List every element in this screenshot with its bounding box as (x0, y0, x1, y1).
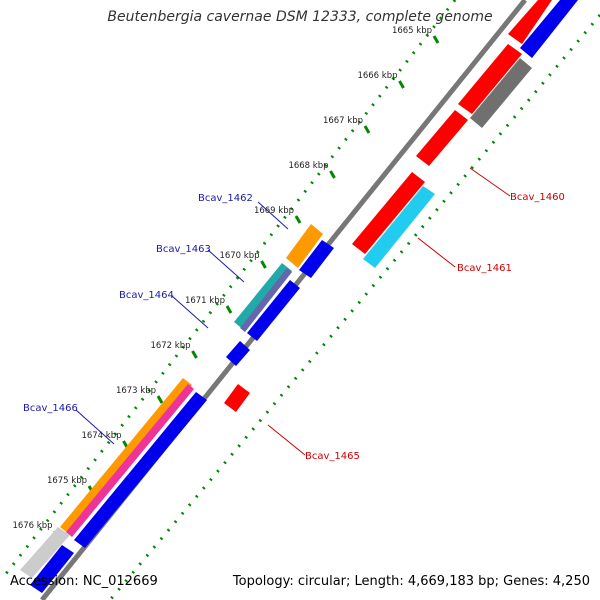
tick-label: 1675 kbp (47, 476, 87, 486)
gene-blue-bcav-1464[interactable] (247, 280, 300, 341)
tick-label: 1665 kbp (392, 26, 432, 36)
gene-label-bcav-1466[interactable]: Bcav_1466 (23, 403, 78, 414)
gene-blue-long[interactable] (74, 392, 207, 548)
forward-genes (20, 224, 334, 593)
gene-grey-thin[interactable] (240, 268, 292, 332)
inner-tick-ruler (108, 14, 600, 600)
gene-red-bcav-1460[interactable] (352, 172, 425, 254)
gene-magenta[interactable] (66, 384, 194, 537)
tick-mark (432, 35, 440, 44)
gene-blue-bottom[interactable] (30, 545, 74, 593)
tick-label: 1670 kbp (219, 251, 259, 261)
gene-teal-bcav-1463[interactable] (234, 263, 292, 330)
tick-label: 1673 kbp (116, 386, 156, 396)
tick-label: 1668 kbp (288, 161, 328, 171)
tick-mark (225, 305, 233, 314)
tick-marks: 1665 kbp 1666 kbp 1667 kbp 1668 kbp 1669 kbp… (12, 26, 440, 539)
gene-label-bcav-1465[interactable]: Bcav_1465 (305, 451, 360, 462)
leader-lines (75, 167, 511, 456)
gene-label-bcav-1464[interactable]: Bcav_1464 (119, 290, 174, 301)
topology-summary: Topology: circular; Length: 4,669,183 bp… (232, 574, 590, 589)
tick-mark (294, 215, 302, 224)
tick-label: 1669 kbp (254, 206, 294, 216)
tick-mark (156, 395, 164, 404)
tick-label: 1671 kbp (185, 296, 225, 306)
tick-mark (363, 125, 371, 134)
tick-mark (329, 170, 336, 179)
gene-light-grey[interactable] (20, 527, 70, 578)
gene-red-bcav-1465[interactable] (224, 384, 250, 412)
gene-red-2[interactable] (458, 44, 522, 114)
tick-mark (191, 350, 198, 359)
tick-mark (260, 260, 267, 269)
gene-label-bcav-1462[interactable]: Bcav_1462 (198, 193, 253, 204)
gene-label-bcav-1461[interactable]: Bcav_1461 (457, 263, 512, 274)
accession-text: Accession: NC_012669 (10, 574, 158, 589)
tick-label: 1672 kbp (150, 341, 190, 351)
tick-label: 1666 kbp (357, 71, 397, 81)
tick-label: 1676 kbp (12, 521, 52, 531)
map-title: Beutenbergia cavernae DSM 12333, complet… (107, 9, 493, 25)
tick-mark (398, 80, 405, 89)
outer-tick-ruler (3, 0, 457, 576)
gene-label-bcav-1463[interactable]: Bcav_1463 (156, 244, 211, 255)
gene-blue-1[interactable] (299, 240, 334, 278)
tick-label: 1667 kbp (323, 116, 363, 126)
gene-cyan-bcav-1461[interactable] (363, 186, 435, 268)
gene-red-top[interactable] (508, 0, 552, 44)
gene-label-bcav-1460[interactable]: Bcav_1460 (510, 192, 565, 203)
reverse-genes (224, 0, 578, 412)
tick-label: 1674 kbp (81, 431, 121, 441)
gene-blue-top[interactable] (520, 0, 578, 58)
gene-red-bcav-1460a[interactable] (416, 110, 468, 166)
gene-grey-1[interactable] (470, 58, 532, 128)
gene-orange-1[interactable] (286, 224, 323, 268)
gene-orange-bcav-1466[interactable] (60, 378, 192, 534)
gene-blue-small[interactable] (226, 341, 250, 366)
